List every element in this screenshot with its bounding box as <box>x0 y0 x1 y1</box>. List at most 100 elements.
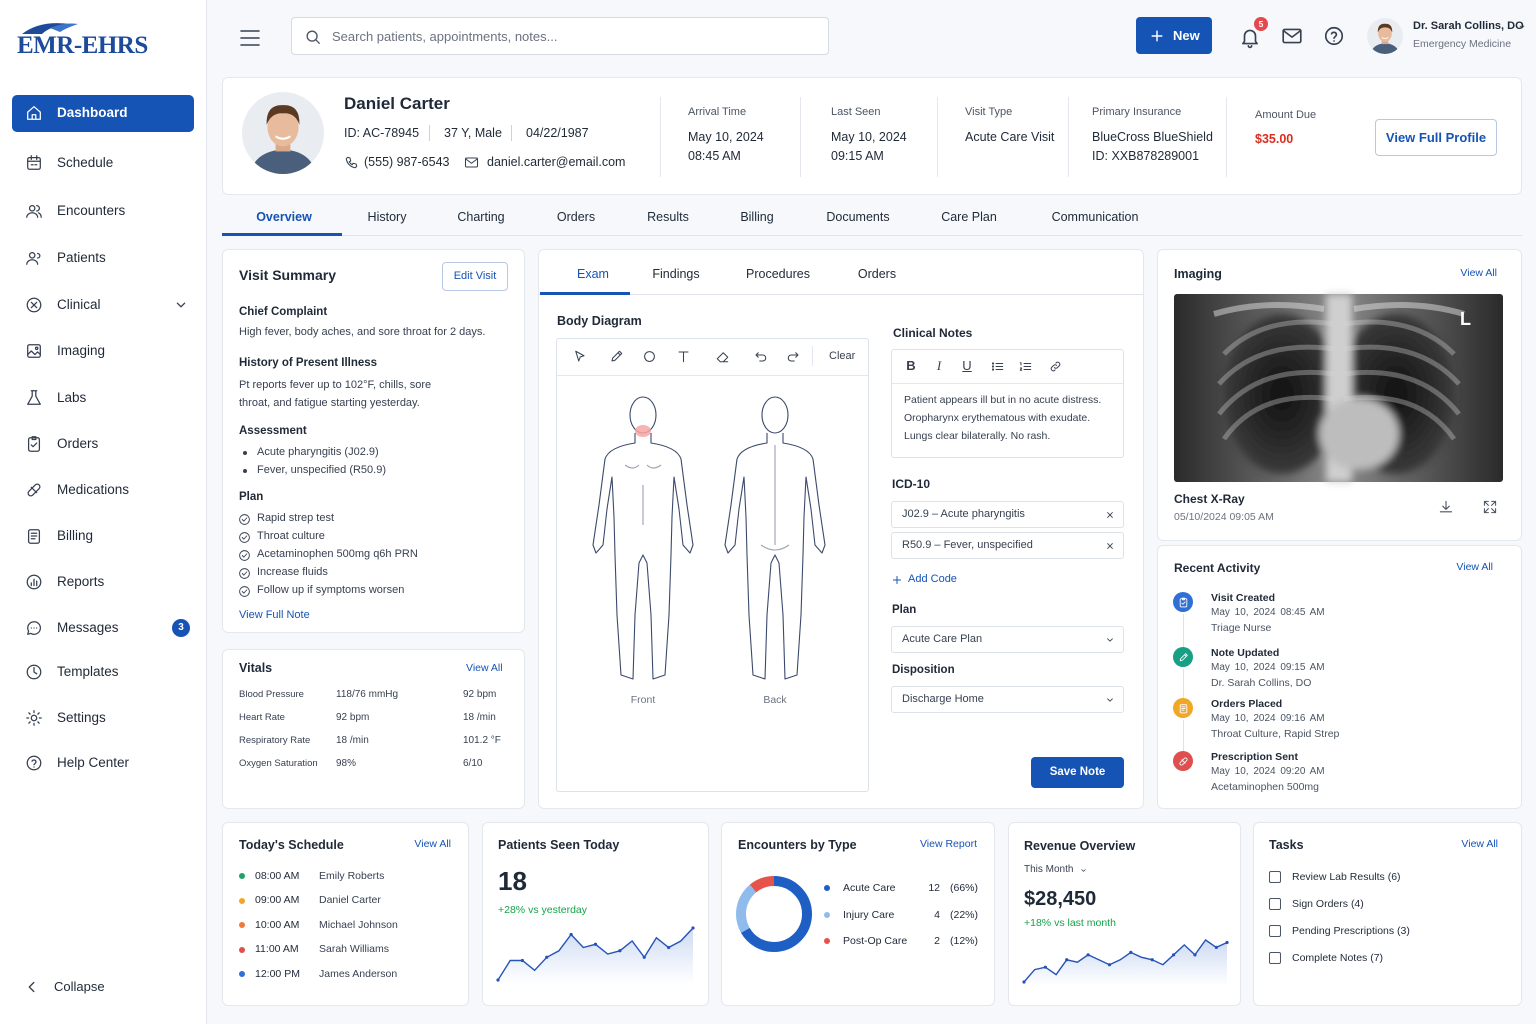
nav-item[interactable]: Schedule <box>57 154 114 170</box>
nav-item[interactable]: Patients <box>57 249 106 265</box>
view-all-link[interactable]: View All <box>1456 560 1493 573</box>
body-outline <box>724 433 826 680</box>
icon-part <box>1151 30 1163 42</box>
view-all-link[interactable]: View All <box>1460 266 1497 279</box>
patient-photo <box>242 92 324 174</box>
save-note-button[interactable] <box>1031 757 1124 788</box>
view-all-link[interactable]: View All <box>466 661 503 674</box>
view-profile-label[interactable]: View Full Profile <box>1385 130 1487 146</box>
task-checkbox[interactable] <box>1269 871 1281 883</box>
icon-part <box>267 107 299 147</box>
editor-tool[interactable]: U <box>962 358 972 374</box>
bell-icon <box>1242 29 1258 49</box>
tab[interactable]: Results <box>647 209 689 224</box>
nav-item[interactable]: Messages <box>57 619 119 635</box>
nav-item[interactable]: Billing <box>57 527 94 543</box>
nav-item[interactable]: Medications <box>57 481 130 497</box>
task-checkbox[interactable] <box>1269 952 1281 964</box>
select-box[interactable] <box>891 686 1124 713</box>
add-icon <box>892 575 902 585</box>
nav-item[interactable]: Encounters <box>57 202 126 218</box>
view-all-link[interactable]: View All <box>414 837 451 850</box>
nav-item[interactable]: Help Center <box>57 754 130 770</box>
icon-part <box>991 361 994 365</box>
tab[interactable]: Communication <box>1051 209 1139 224</box>
nav-active-bg[interactable] <box>12 95 194 132</box>
icd-chip <box>891 501 1124 528</box>
tab-indicator <box>222 233 342 236</box>
activity-icon <box>1179 597 1187 607</box>
save-note-label[interactable]: Save Note <box>1049 766 1106 779</box>
collapse[interactable]: Collapse <box>54 979 105 995</box>
nav-item[interactable]: Dashboard <box>57 104 128 120</box>
nav-item[interactable]: Orders <box>57 435 99 451</box>
exam-tab[interactable]: Exam <box>577 266 609 281</box>
exam-tab[interactable]: Findings <box>652 266 700 281</box>
tab[interactable]: Orders <box>556 209 596 224</box>
edit-visit-label[interactable]: Edit Visit <box>453 270 497 283</box>
period-select[interactable]: This Month <box>1024 864 1074 875</box>
tab[interactable]: History <box>367 209 407 224</box>
legend-percent: (22%) <box>950 908 979 921</box>
editor-tool[interactable]: B <box>906 358 916 374</box>
icon-part <box>241 570 247 576</box>
patient-age-sex: 37 Y, Male <box>444 125 502 140</box>
encounters-donut <box>736 876 812 952</box>
tab[interactable]: Charting <box>457 209 505 224</box>
nav-item[interactable]: Templates <box>57 663 119 679</box>
select-box[interactable] <box>891 626 1124 653</box>
view-note-link[interactable]: View Full Note <box>239 609 310 622</box>
nav-item[interactable]: Reports <box>57 573 105 589</box>
legend-count: 4 <box>934 908 940 921</box>
view-report-link[interactable]: View Report <box>919 837 977 850</box>
vital-name: Heart Rate <box>239 712 285 724</box>
exam-tab[interactable]: Orders <box>857 266 897 281</box>
trend-point <box>1022 980 1026 984</box>
icon-part <box>1179 652 1188 661</box>
tab[interactable]: Care Plan <box>941 209 997 224</box>
icon-part <box>306 30 318 42</box>
info-value: May 10, 2024 <box>688 129 764 144</box>
icon-part <box>30 301 38 309</box>
icon-part <box>1343 369 1461 416</box>
vital-value: 118/76 mmHg <box>336 689 399 700</box>
search-box[interactable] <box>291 17 829 55</box>
nav-item[interactable]: Labs <box>57 389 87 405</box>
view-profile-button[interactable] <box>1375 119 1497 156</box>
editor-tool[interactable]: I <box>936 358 942 374</box>
check-icon <box>238 549 250 561</box>
task-checkbox[interactable] <box>1269 925 1281 937</box>
nav-item[interactable]: Imaging <box>57 342 106 358</box>
tab[interactable]: Overview <box>256 209 312 224</box>
icon-part <box>240 30 260 46</box>
trend-point <box>1193 953 1197 957</box>
divider <box>937 97 938 177</box>
edit-visit-button[interactable] <box>442 262 508 291</box>
vital-extra: 6/10 <box>463 758 483 769</box>
icon-part <box>1107 543 1113 549</box>
icon-part <box>315 39 320 44</box>
icon-part <box>1217 319 1461 441</box>
image-date: 05/10/2024 09:05 AM <box>1174 510 1274 523</box>
task-checkbox[interactable] <box>1269 898 1281 910</box>
icon-part <box>238 531 250 543</box>
field-label: Disposition <box>892 664 955 677</box>
icon-part <box>610 350 622 362</box>
schedule-time: 08:00 AM <box>255 869 300 882</box>
view-all-link[interactable]: View All <box>1461 837 1498 850</box>
nav-item[interactable]: Clinical <box>57 296 101 312</box>
icon-part <box>241 588 247 594</box>
tab[interactable]: Billing <box>740 209 774 224</box>
add-code-link[interactable]: Add Code <box>908 573 957 586</box>
tab[interactable]: Documents <box>826 209 890 224</box>
diagram-box <box>556 338 869 792</box>
activity-icon <box>1179 652 1188 661</box>
check-icon <box>238 567 250 579</box>
icon-part <box>464 156 478 168</box>
exam-tab[interactable]: Procedures <box>746 266 810 281</box>
new-button[interactable] <box>1136 17 1212 54</box>
nav-item[interactable]: Settings <box>57 709 106 725</box>
icon-part <box>610 350 622 362</box>
clear-button[interactable]: Clear <box>829 350 856 363</box>
